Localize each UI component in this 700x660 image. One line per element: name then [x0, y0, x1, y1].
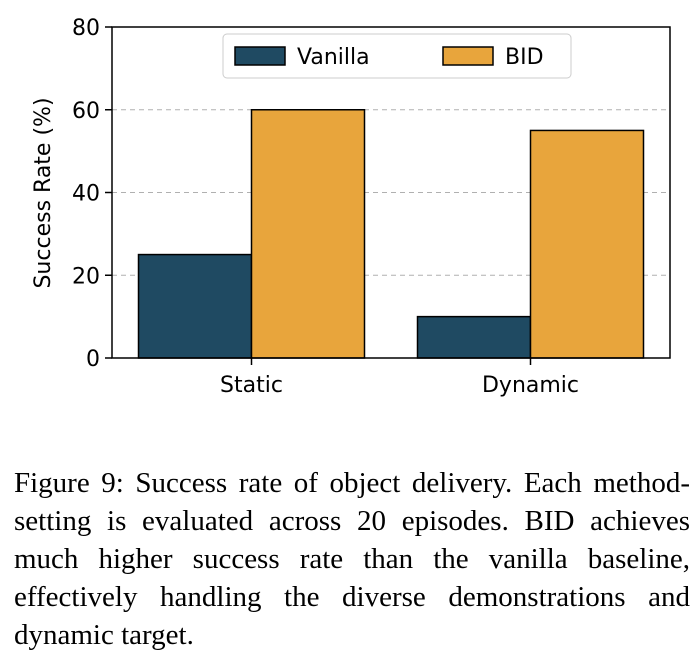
legend-box — [222, 33, 572, 79]
y-axis-ticks: 0 20 40 60 80 — [72, 16, 112, 372]
y-axis-label: Success Rate (%) — [31, 97, 56, 288]
y-tick-label: 0 — [86, 347, 100, 372]
y-tick-label: 80 — [72, 16, 100, 41]
legend: Vanilla BID — [222, 33, 572, 79]
legend-swatch — [234, 46, 286, 66]
bar-chart: 0 20 40 60 80 Static Dynamic Success Rate (%)… — [31, 16, 671, 398]
x-tick-label: Dynamic — [482, 373, 579, 398]
bar-bid-static — [250, 109, 366, 359]
y-tick-label: 60 — [72, 99, 100, 124]
legend-label: Vanilla — [297, 45, 370, 70]
bar-vanilla-dynamic — [416, 315, 532, 359]
x-axis-ticks: Static Dynamic — [220, 358, 579, 398]
bar-vanilla-static — [137, 253, 253, 359]
y-tick-label: 20 — [72, 264, 100, 289]
legend-label: BID — [505, 45, 544, 70]
bars — [137, 109, 645, 359]
legend-swatch — [442, 46, 494, 66]
y-tick-label: 40 — [72, 182, 100, 207]
x-tick-label: Static — [220, 373, 283, 398]
figure-caption: Figure 9: Success rate of object deliver… — [14, 467, 690, 651]
bar-bid-dynamic — [529, 129, 645, 359]
